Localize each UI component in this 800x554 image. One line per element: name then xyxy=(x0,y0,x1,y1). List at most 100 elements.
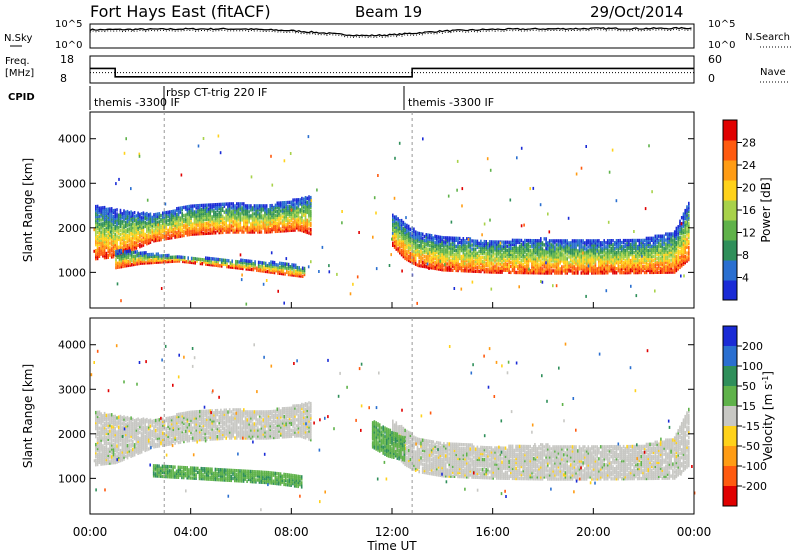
data-cell xyxy=(680,228,683,232)
data-cell xyxy=(673,270,676,274)
data-cell xyxy=(673,254,676,258)
data-cell xyxy=(478,245,480,250)
data-cell xyxy=(160,237,162,242)
data-cell xyxy=(543,243,546,247)
data-cell xyxy=(520,258,523,263)
data-cell xyxy=(282,262,285,266)
data-cell xyxy=(167,222,169,226)
data-cell xyxy=(176,215,178,219)
data-cell xyxy=(532,249,535,253)
data-cell xyxy=(494,266,496,270)
data-cell xyxy=(663,238,665,242)
data-cell xyxy=(95,210,97,215)
data-cell xyxy=(672,254,674,258)
data-cell xyxy=(236,260,239,264)
data-cell xyxy=(262,206,264,210)
data-cell xyxy=(427,247,429,251)
data-cell xyxy=(110,223,113,227)
data-cell xyxy=(467,249,470,253)
data-cell xyxy=(160,213,162,218)
data-cell xyxy=(294,202,296,206)
data-cell xyxy=(260,224,263,228)
data-cell xyxy=(478,261,480,266)
data-cell xyxy=(446,250,449,254)
data-cell xyxy=(429,249,431,254)
data-cell xyxy=(409,247,412,251)
data-cell xyxy=(133,235,136,239)
data-cell xyxy=(105,255,108,260)
data-cell xyxy=(163,223,166,227)
data-cell xyxy=(297,222,300,226)
data-cell xyxy=(107,207,109,211)
data-cell xyxy=(121,214,124,218)
data-cell xyxy=(114,238,116,243)
data-cell xyxy=(427,251,429,255)
data-cell xyxy=(520,262,523,267)
data-cell xyxy=(504,248,507,252)
data-cell xyxy=(211,227,213,231)
data-cell xyxy=(548,247,551,251)
data-cell xyxy=(673,260,676,264)
data-cell xyxy=(109,237,111,241)
data-cell xyxy=(399,247,401,251)
data-cell xyxy=(654,252,657,256)
data-cell xyxy=(550,243,553,247)
data-cell xyxy=(562,239,565,243)
data-cell xyxy=(250,267,253,272)
data-cell xyxy=(151,223,153,228)
data-cell xyxy=(288,204,291,209)
data-cell xyxy=(399,245,401,249)
data-cell xyxy=(213,263,216,267)
data-cell xyxy=(636,256,639,261)
data-cell xyxy=(117,213,120,217)
data-cell xyxy=(503,240,505,244)
data-cell xyxy=(156,234,159,238)
data-cell xyxy=(577,243,579,247)
data-cell xyxy=(645,260,648,265)
data-cell xyxy=(629,264,632,269)
data-cell xyxy=(675,268,678,273)
data-cell xyxy=(399,227,401,231)
data-cell xyxy=(110,239,113,243)
data-cell xyxy=(100,250,102,254)
data-cell xyxy=(263,261,265,265)
data-cell xyxy=(285,216,287,221)
data-cell xyxy=(666,234,669,238)
data-cell xyxy=(441,247,443,252)
data-cell xyxy=(310,209,312,214)
data-cell xyxy=(585,253,588,257)
data-cell xyxy=(95,236,97,241)
data-cell xyxy=(207,223,210,227)
data-cell xyxy=(661,268,664,272)
data-cell xyxy=(476,243,479,247)
data-cell xyxy=(280,217,282,221)
data-cell xyxy=(220,202,222,207)
data-cell xyxy=(283,229,286,233)
data-cell xyxy=(135,234,138,238)
data-cell xyxy=(423,264,426,269)
data-cell xyxy=(172,229,175,234)
data-cell xyxy=(606,257,609,261)
data-cell xyxy=(112,210,115,215)
data-cell xyxy=(469,269,472,273)
data-cell xyxy=(453,238,456,242)
data-cell xyxy=(125,256,128,260)
data-cell xyxy=(686,205,688,209)
data-cell xyxy=(306,222,308,227)
data-cell xyxy=(532,247,535,251)
data-cell xyxy=(218,206,220,211)
data-cell xyxy=(481,261,484,266)
data-cell xyxy=(480,249,482,254)
data-cell xyxy=(172,209,175,213)
data-cell xyxy=(301,206,303,211)
data-cell xyxy=(162,227,164,231)
data-cell xyxy=(112,221,115,225)
data-cell xyxy=(485,264,487,268)
data-cell xyxy=(636,244,639,249)
data-cell xyxy=(109,235,111,239)
data-cell xyxy=(255,216,257,220)
data-cell xyxy=(206,209,208,213)
data-cell xyxy=(688,233,690,238)
data-cell xyxy=(626,254,628,259)
data-cell xyxy=(626,250,628,255)
